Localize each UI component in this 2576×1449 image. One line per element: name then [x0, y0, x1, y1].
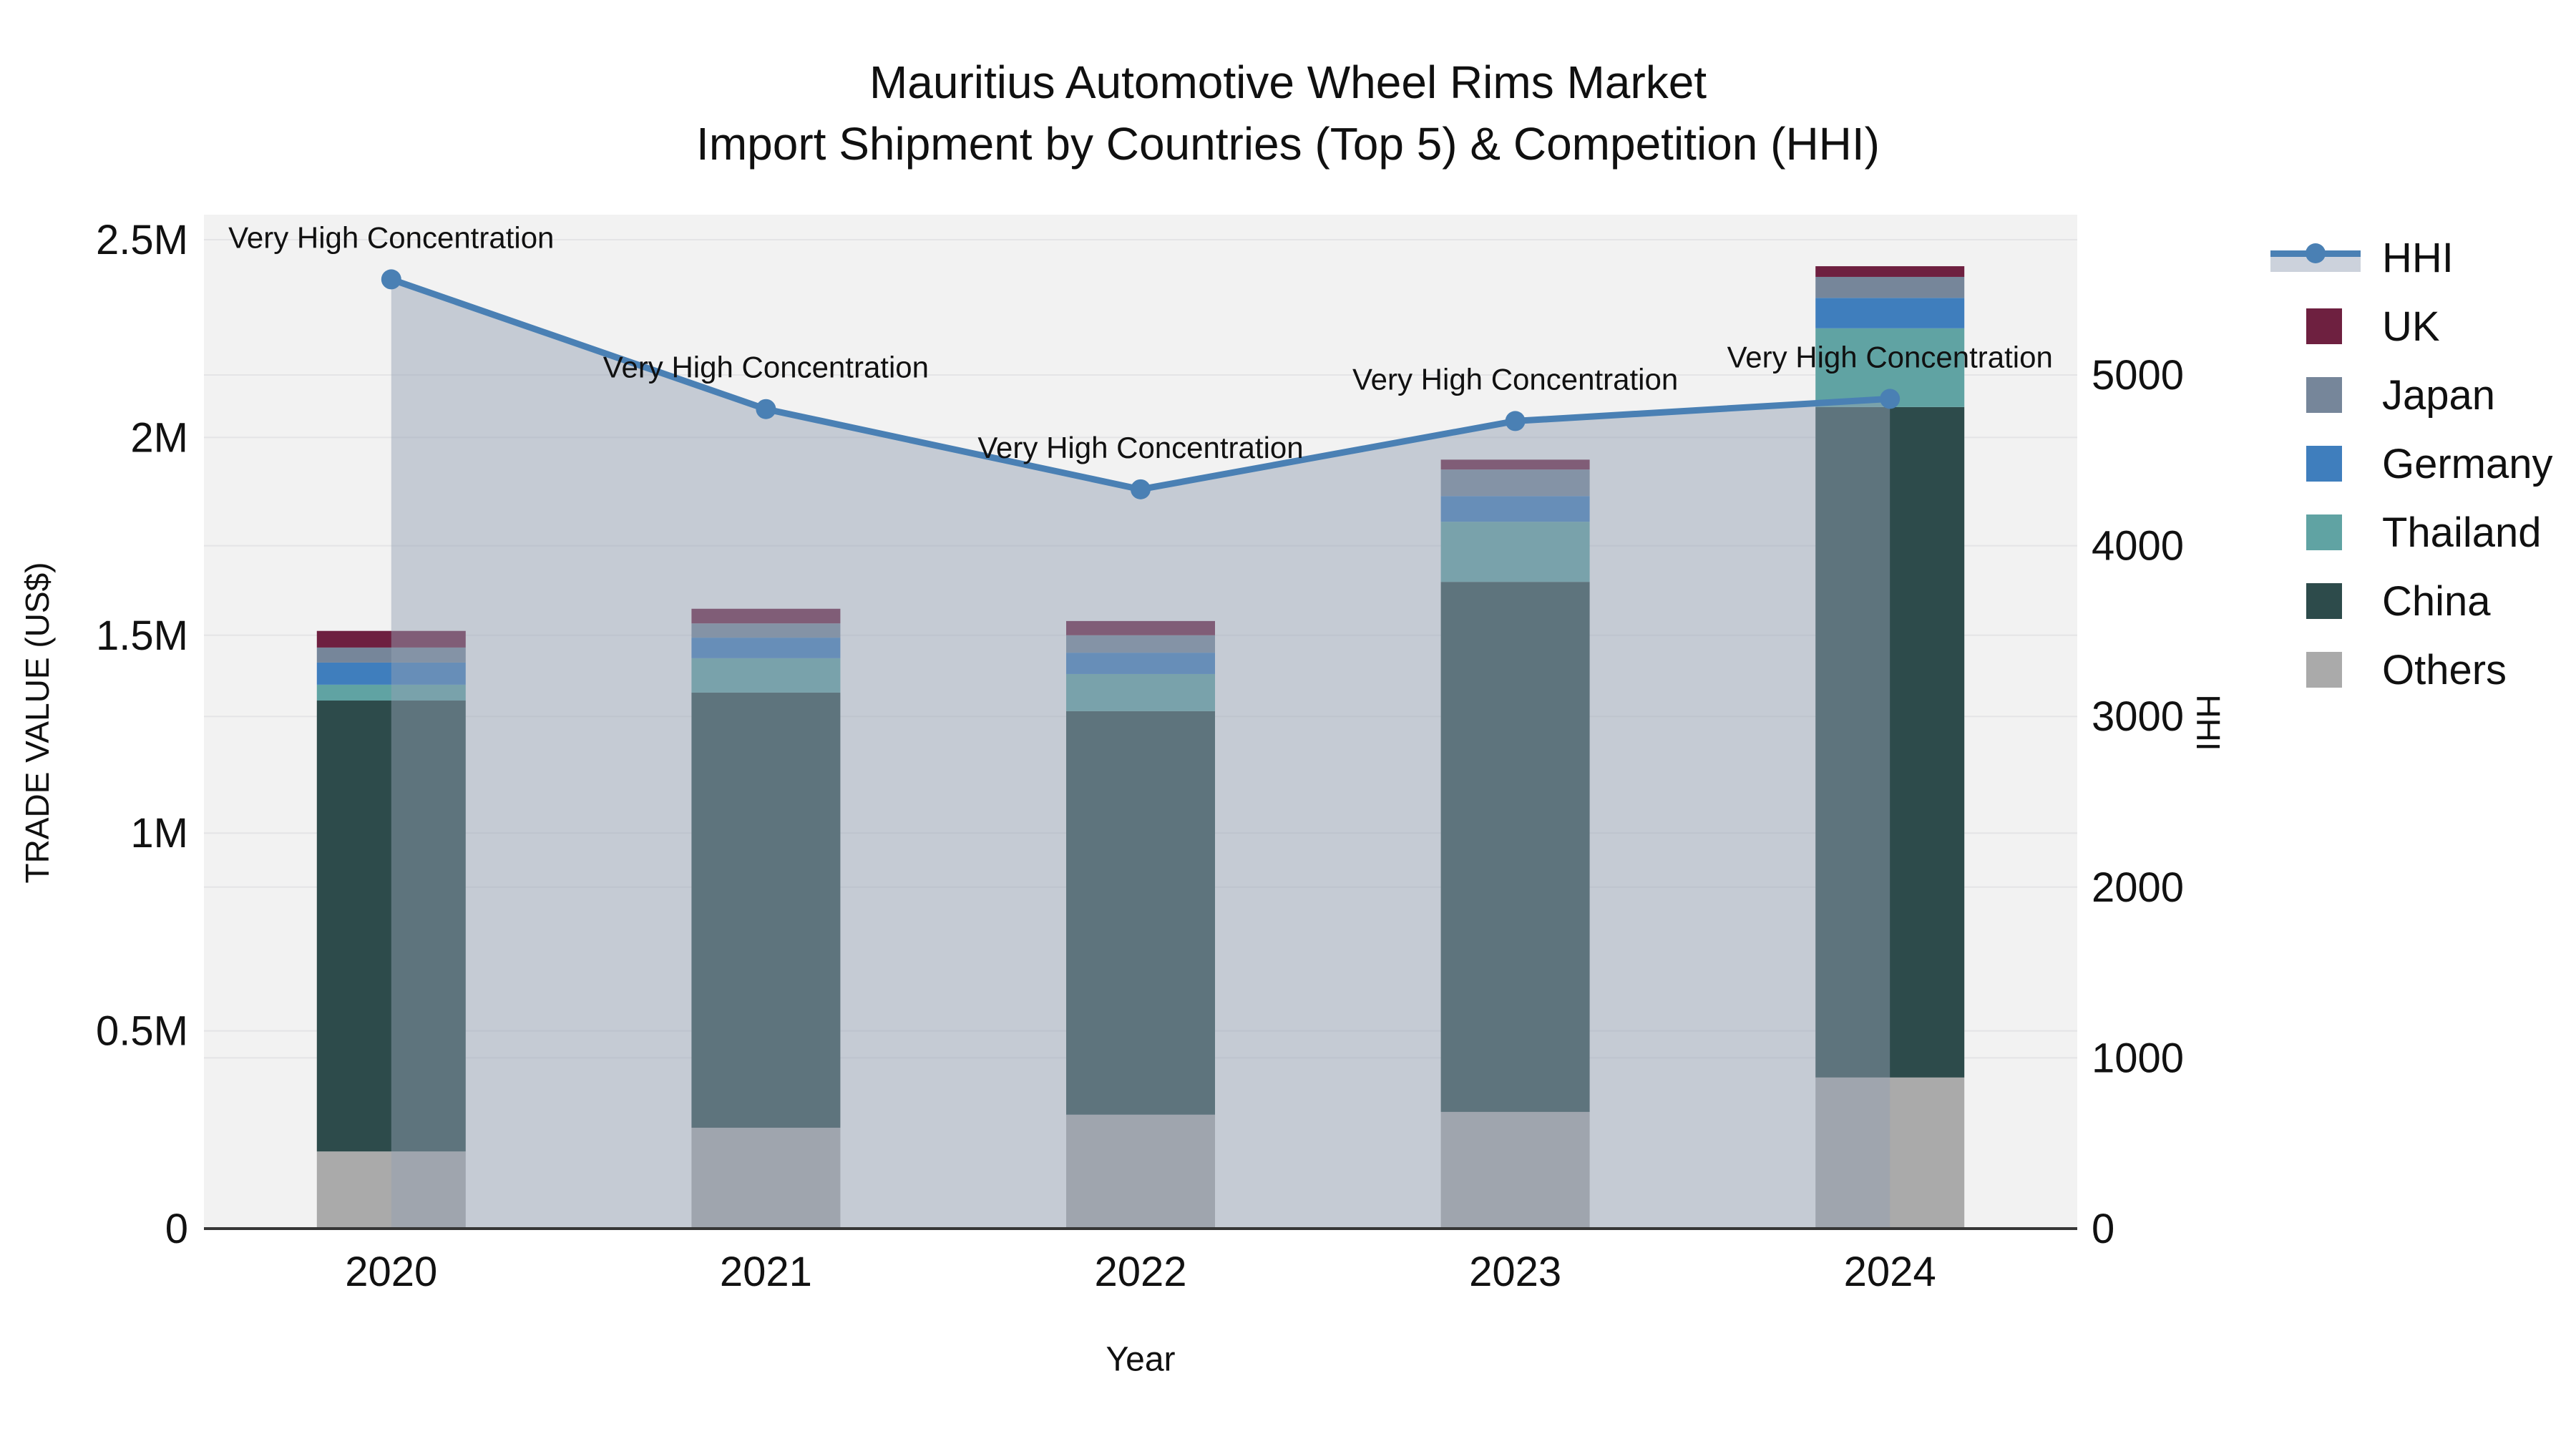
chart-title-line2: Import Shipment by Countries (Top 5) & C… [696, 118, 1880, 170]
color-swatch-germany [2306, 446, 2342, 482]
annotation-2022: Very High Concentration [977, 431, 1303, 464]
legend: HHI UK Japan Germany Thailand China Others [2265, 223, 2553, 704]
bar-segment-2020-china[interactable] [316, 701, 466, 1152]
y-left-tick-label: 1M [130, 810, 188, 857]
hhi-area-fill [391, 279, 1890, 1229]
bar-segment-2024-japan[interactable] [1815, 276, 1965, 298]
y-left-tick-label: 1.5M [96, 613, 188, 659]
y-right-tick-label: 5000 [2092, 352, 2184, 399]
bar-segment-2021-germany[interactable] [691, 638, 841, 658]
bar-segment-2023-thailand[interactable] [1440, 522, 1590, 582]
bar-segment-2020-japan[interactable] [316, 647, 466, 663]
legend-hhi-marker [2306, 243, 2326, 263]
bar-segment-2024-others[interactable] [1815, 1077, 1965, 1229]
bar-segment-2023-china[interactable] [1440, 582, 1590, 1112]
legend-label-others: Others [2382, 646, 2507, 693]
legend-item-others[interactable]: Others [2265, 635, 2553, 704]
legend-swatch-japan [2265, 372, 2372, 418]
annotation-2020: Very High Concentration [228, 220, 554, 254]
legend-item-germany[interactable]: Germany [2265, 429, 2553, 498]
y-right-tick-label: 2000 [2092, 864, 2184, 911]
color-swatch-thailand [2306, 514, 2342, 550]
bar-segment-2024-china[interactable] [1815, 406, 1965, 1078]
bar-segment-2021-uk[interactable] [691, 608, 841, 624]
x-tick-label: 2020 [345, 1249, 437, 1295]
y-right-axis-title: HHI [2190, 694, 2227, 751]
bar-segment-2022-japan[interactable] [1066, 635, 1215, 653]
y-right-tick-label: 0 [2092, 1206, 2114, 1252]
legend-label-japan: Japan [2382, 371, 2496, 419]
y-left-axis-title: TRADE VALUE (US$) [19, 562, 56, 884]
annotation-2023: Very High Concentration [1352, 362, 1678, 396]
legend-swatch-china [2265, 578, 2372, 624]
legend-label-germany: Germany [2382, 440, 2553, 487]
legend-label-china: China [2382, 577, 2491, 625]
bar-segment-2023-uk[interactable] [1440, 459, 1590, 470]
bar-segment-2020-thailand[interactable] [316, 684, 466, 701]
color-swatch-uk [2306, 308, 2342, 344]
y-left-tick-label: 2M [130, 414, 188, 461]
hhi-marker-2022[interactable] [1131, 479, 1151, 499]
color-swatch-others [2306, 652, 2342, 688]
y-left-tick-label: 0 [165, 1206, 188, 1252]
y-right-tick-label: 4000 [2092, 523, 2184, 570]
bar-segment-2022-uk[interactable] [1066, 620, 1215, 635]
bar-segment-2023-japan[interactable] [1440, 469, 1590, 497]
bar-segment-2022-others[interactable] [1066, 1114, 1215, 1229]
legend-item-thailand[interactable]: Thailand [2265, 498, 2553, 567]
x-axis-title: Year [1106, 1340, 1176, 1379]
annotation-2024: Very High Concentration [1727, 340, 2053, 374]
chart-title: Mauritius Automotive Wheel Rims Market I… [0, 52, 2576, 175]
bar-segment-2021-thailand[interactable] [691, 658, 841, 693]
chart-title-line1: Mauritius Automotive Wheel Rims Market [869, 57, 1707, 108]
legend-swatch-germany [2265, 441, 2372, 487]
y-right-tick-label: 1000 [2092, 1035, 2184, 1081]
legend-line-symbol [2265, 235, 2372, 280]
bar-segment-2022-thailand[interactable] [1066, 673, 1215, 711]
legend-item-hhi[interactable]: HHI [2265, 223, 2553, 292]
bar-segment-2021-others[interactable] [691, 1128, 841, 1229]
hhi-marker-2024[interactable] [1880, 389, 1901, 409]
bar-segment-2021-china[interactable] [691, 692, 841, 1128]
bar-segment-2024-germany[interactable] [1815, 298, 1965, 328]
legend-swatch-uk [2265, 303, 2372, 349]
x-tick-label: 2023 [1469, 1249, 1561, 1295]
x-tick-label: 2024 [1844, 1249, 1936, 1295]
bar-segment-2022-china[interactable] [1066, 711, 1215, 1115]
x-tick-label: 2022 [1094, 1249, 1186, 1295]
bar-segment-2022-germany[interactable] [1066, 653, 1215, 674]
legend-label-hhi: HHI [2382, 234, 2454, 281]
legend-swatch-thailand [2265, 509, 2372, 555]
bar-segment-2020-uk[interactable] [316, 630, 466, 648]
legend-label-thailand: Thailand [2382, 509, 2542, 556]
legend-swatch-others [2265, 647, 2372, 693]
bar-segment-2021-japan[interactable] [691, 623, 841, 638]
y-left-tick-label: 2.5M [96, 217, 188, 263]
hhi-marker-2020[interactable] [381, 269, 401, 290]
legend-item-china[interactable]: China [2265, 567, 2553, 635]
annotation-2021: Very High Concentration [603, 351, 929, 384]
hhi-marker-2023[interactable] [1505, 411, 1526, 431]
legend-label-uk: UK [2382, 303, 2440, 350]
bar-segment-2023-others[interactable] [1440, 1111, 1590, 1229]
legend-item-japan[interactable]: Japan [2265, 361, 2553, 429]
bar-segment-2024-uk[interactable] [1815, 266, 1965, 277]
color-swatch-china [2306, 583, 2342, 619]
y-left-tick-label: 0.5M [96, 1008, 188, 1055]
hhi-marker-2021[interactable] [756, 399, 776, 419]
x-tick-label: 2021 [720, 1249, 812, 1295]
y-right-tick-label: 3000 [2092, 693, 2184, 740]
color-swatch-japan [2306, 377, 2342, 413]
bar-segment-2020-germany[interactable] [316, 662, 466, 685]
bar-segment-2023-germany[interactable] [1440, 496, 1590, 522]
legend-item-uk[interactable]: UK [2265, 292, 2553, 361]
bar-segment-2020-others[interactable] [316, 1151, 466, 1229]
